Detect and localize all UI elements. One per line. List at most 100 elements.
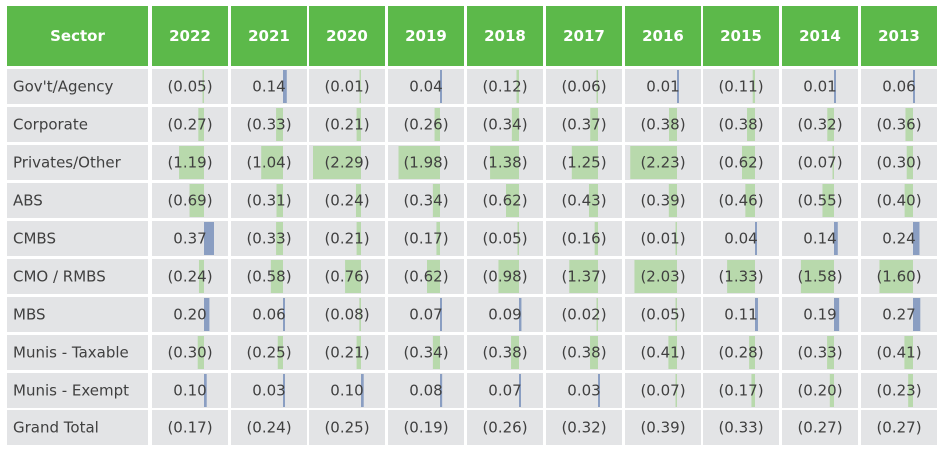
bar-privates-other-2018 xyxy=(490,146,519,179)
row-label-cmbs: CMBS xyxy=(13,230,56,248)
bar-cmbs-2022 xyxy=(204,222,214,255)
cell-munis-exempt-2022 xyxy=(152,373,228,408)
value-munis-exempt-2016: (0.07) xyxy=(640,382,685,400)
value-munis-exempt-2013: (0.23) xyxy=(876,382,921,400)
value-mbs-2019: 0.07 xyxy=(409,306,442,324)
cell-grand-total-2015 xyxy=(703,410,779,445)
value-grand-total-2018: (0.26) xyxy=(482,419,527,437)
cell-cmo-rmbs-2019 xyxy=(388,259,464,294)
value-cmbs-2020: (0.21) xyxy=(324,230,369,248)
value-abs-2017: (0.43) xyxy=(561,192,606,210)
bar-abs-2020 xyxy=(355,184,361,217)
bar-gov-t-agency-2015 xyxy=(752,70,755,103)
bar-munis-taxable-2019 xyxy=(432,336,440,369)
cell-abs-2018 xyxy=(467,183,543,218)
bar-gov-t-agency-2014 xyxy=(834,70,836,103)
row-label-cell-gov-t-agency xyxy=(7,69,148,104)
value-privates-other-2019: (1.98) xyxy=(403,154,448,172)
value-abs-2020: (0.24) xyxy=(324,192,369,210)
value-abs-2014: (0.55) xyxy=(797,192,842,210)
header-sector-label: Sector xyxy=(50,27,105,45)
value-grand-total-2015: (0.33) xyxy=(718,419,763,437)
value-abs-2016: (0.39) xyxy=(640,192,685,210)
header-cell-sector xyxy=(7,6,148,66)
bar-abs-2015 xyxy=(745,184,755,217)
cell-grand-total-2019 xyxy=(388,410,464,445)
bar-munis-exempt-2021 xyxy=(283,374,285,407)
cell-grand-total-2013 xyxy=(861,410,937,445)
value-privates-other-2022: (1.19) xyxy=(167,154,212,172)
header-cell-2014 xyxy=(782,6,858,66)
value-cmbs-2021: (0.33) xyxy=(246,230,291,248)
value-corporate-2016: (0.38) xyxy=(640,116,685,134)
bar-corporate-2015 xyxy=(747,108,755,141)
cell-corporate-2016 xyxy=(625,107,701,142)
bar-mbs-2016 xyxy=(675,298,677,331)
value-cmo-rmbs-2014: (1.58) xyxy=(797,268,842,286)
cell-munis-taxable-2021 xyxy=(231,335,307,370)
header-year-2019: 2019 xyxy=(405,27,447,45)
cell-cmbs-2019 xyxy=(388,221,464,256)
cell-corporate-2014 xyxy=(782,107,858,142)
cell-cmo-rmbs-2022 xyxy=(152,259,228,294)
value-grand-total-2021: (0.24) xyxy=(246,419,291,437)
value-cmbs-2014: 0.14 xyxy=(803,230,836,248)
table-text: Sector 2022 2021 2020 2019 2018 2017 2016 2015 20… xyxy=(13,27,922,437)
bar-munis-exempt-2017 xyxy=(598,374,600,407)
value-corporate-2017: (0.37) xyxy=(561,116,606,134)
bar-cmo-rmbs-2022 xyxy=(198,260,204,293)
cell-munis-exempt-2021 xyxy=(231,373,307,408)
bar-privates-other-2022 xyxy=(179,146,204,179)
value-mbs-2016: (0.05) xyxy=(640,306,685,324)
cell-cmbs-2014 xyxy=(782,221,858,256)
cell-munis-exempt-2016 xyxy=(625,373,701,408)
value-munis-exempt-2019: 0.08 xyxy=(409,382,442,400)
value-munis-taxable-2017: (0.38) xyxy=(561,344,606,362)
bar-cmo-rmbs-2016 xyxy=(634,260,677,293)
cell-grand-total-2022 xyxy=(152,410,228,445)
value-cmo-rmbs-2015: (1.33) xyxy=(718,268,763,286)
value-corporate-2018: (0.34) xyxy=(482,116,527,134)
cell-grand-total-2014 xyxy=(782,410,858,445)
value-privates-other-2013: (0.30) xyxy=(876,154,921,172)
header-cell-2018 xyxy=(467,6,543,66)
bar-cmbs-2021 xyxy=(276,222,283,255)
bar-cmbs-2019 xyxy=(436,222,440,255)
value-gov-t-agency-2018: (0.12) xyxy=(482,78,527,96)
value-munis-taxable-2015: (0.28) xyxy=(718,344,763,362)
bar-munis-exempt-2020 xyxy=(361,374,364,407)
cell-munis-exempt-2019 xyxy=(388,373,464,408)
bar-munis-exempt-2019 xyxy=(440,374,443,407)
bar-mbs-2021 xyxy=(283,298,285,331)
row-label-cell-grand-total xyxy=(7,410,148,445)
header-cell-2022 xyxy=(152,6,228,66)
cell-grand-total-2021 xyxy=(231,410,307,445)
header-year-2018: 2018 xyxy=(484,27,526,45)
bar-cmbs-2013 xyxy=(913,222,920,255)
header-cell-2017 xyxy=(546,6,622,66)
cell-munis-exempt-2017 xyxy=(546,373,622,408)
cell-corporate-2021 xyxy=(231,107,307,142)
cell-mbs-2016 xyxy=(625,297,701,332)
bar-privates-other-2014 xyxy=(832,146,834,179)
value-mbs-2022: 0.20 xyxy=(173,306,206,324)
value-grand-total-2013: (0.27) xyxy=(876,419,921,437)
header-cell-2019 xyxy=(388,6,464,66)
bar-munis-taxable-2021 xyxy=(277,336,283,369)
value-munis-taxable-2019: (0.34) xyxy=(403,344,448,362)
bar-cmo-rmbs-2015 xyxy=(727,260,755,293)
bar-gov-t-agency-2017 xyxy=(596,70,598,103)
bar-mbs-2022 xyxy=(204,298,210,331)
bar-privates-other-2021 xyxy=(261,146,283,179)
bar-privates-other-2017 xyxy=(571,146,598,179)
cell-abs-2021 xyxy=(231,183,307,218)
row-label-cell-privates-other xyxy=(7,145,148,180)
bar-corporate-2019 xyxy=(434,108,440,141)
header-year-2014: 2014 xyxy=(799,27,841,45)
header-year-2020: 2020 xyxy=(326,27,368,45)
bar-privates-other-2016 xyxy=(630,146,677,179)
value-grand-total-2020: (0.25) xyxy=(324,419,369,437)
value-cmo-rmbs-2021: (0.58) xyxy=(246,268,291,286)
bar-munis-taxable-2018 xyxy=(511,336,519,369)
value-mbs-2018: 0.09 xyxy=(488,306,521,324)
